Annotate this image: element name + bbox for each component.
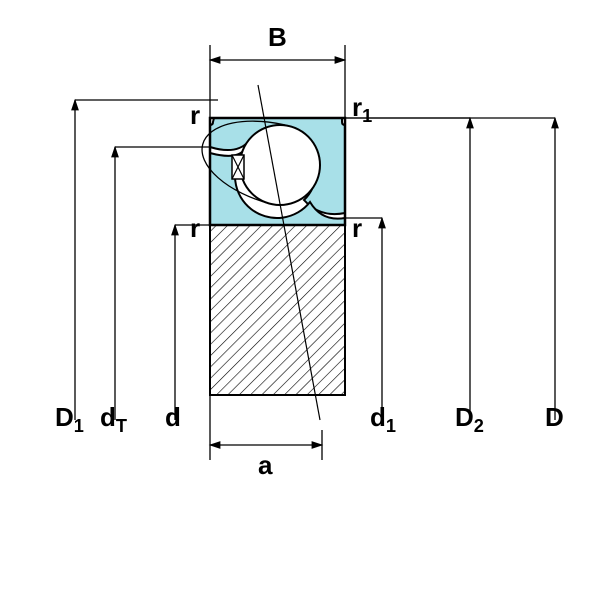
dim-B — [210, 45, 345, 118]
dim-right-group — [345, 118, 555, 420]
cage — [232, 155, 244, 179]
label-d: d — [165, 402, 181, 433]
diagram-svg — [0, 0, 600, 600]
label-r-tl: r — [190, 100, 200, 131]
ball — [240, 125, 320, 205]
label-r1-tr: r1 — [352, 92, 372, 127]
label-D1: D1 — [55, 402, 84, 437]
label-a: a — [258, 450, 272, 481]
label-dT: dT — [100, 402, 127, 437]
label-B: B — [268, 22, 287, 53]
shaft-hatch — [210, 225, 345, 395]
label-r-bl: r — [190, 213, 200, 244]
label-d1: d1 — [370, 402, 396, 437]
bearing-diagram: B r r1 r r D1 dT d d1 D2 D a — [0, 0, 600, 600]
label-D2: D2 — [455, 402, 484, 437]
label-D: D — [545, 402, 564, 433]
label-r-br: r — [352, 213, 362, 244]
dim-left-group — [75, 100, 218, 420]
